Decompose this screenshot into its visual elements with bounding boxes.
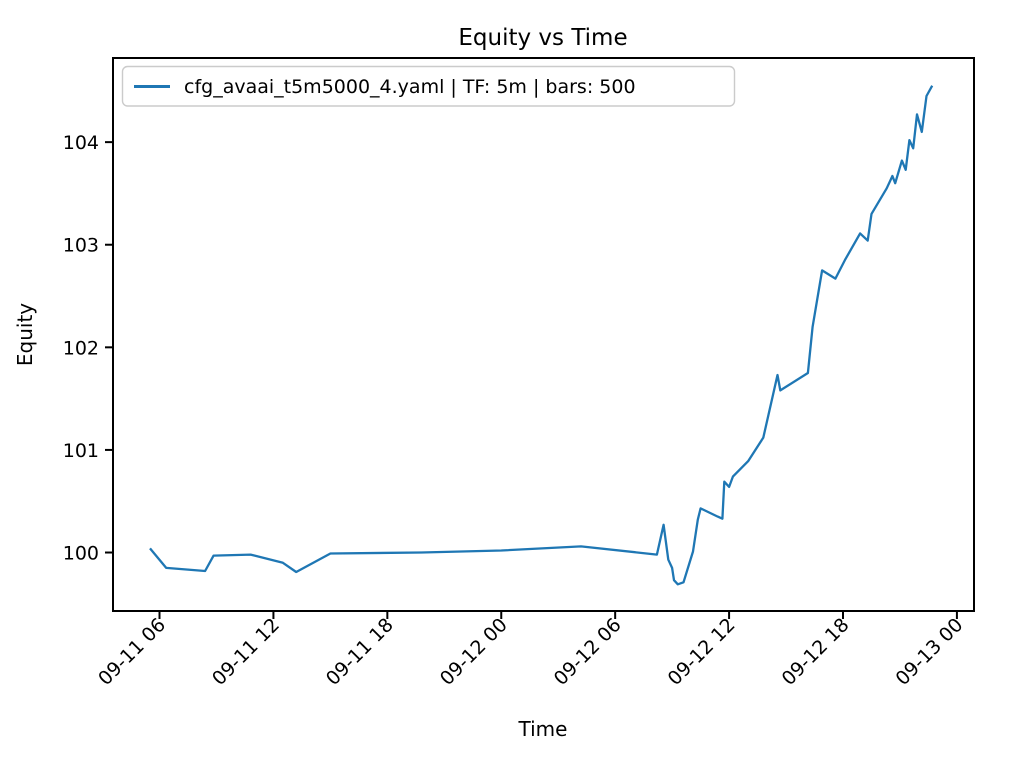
x-tick-label: 09-11 18 (322, 614, 398, 690)
x-axis-ticks: 09-11 06 09-11 12 09-11 18 09-12 00 09-12 06… (94, 611, 967, 690)
y-tick-label: 100 (63, 543, 99, 565)
y-tick-label: 104 (63, 132, 99, 154)
x-tick-label: 09-12 00 (436, 614, 512, 690)
y-tick-label: 102 (63, 337, 99, 359)
plot-area (112, 57, 975, 612)
equity-line (149, 85, 934, 586)
chart-title: Equity vs Time (458, 25, 627, 51)
x-axis-label: Time (518, 717, 568, 741)
legend-label: cfg_avaai_t5m5000_4.yaml | TF: 5m | bars… (184, 76, 636, 98)
x-tick-label: 09-11 06 (94, 614, 170, 690)
x-tick-label: 09-13 00 (891, 614, 967, 690)
x-tick-label: 09-12 06 (550, 614, 626, 690)
x-tick-label: 09-12 18 (778, 614, 854, 690)
x-tick-label: 09-12 12 (664, 614, 740, 690)
y-axis-label: Equity (13, 303, 37, 366)
y-axis-ticks: 100 101 102 103 104 (63, 132, 113, 565)
y-tick-label: 101 (63, 440, 99, 462)
legend-box (121, 65, 736, 107)
legend: cfg_avaai_t5m5000_4.yaml | TF: 5m | bars… (121, 65, 736, 107)
y-tick-label: 103 (63, 235, 99, 257)
x-tick-label: 09-11 12 (208, 614, 284, 690)
